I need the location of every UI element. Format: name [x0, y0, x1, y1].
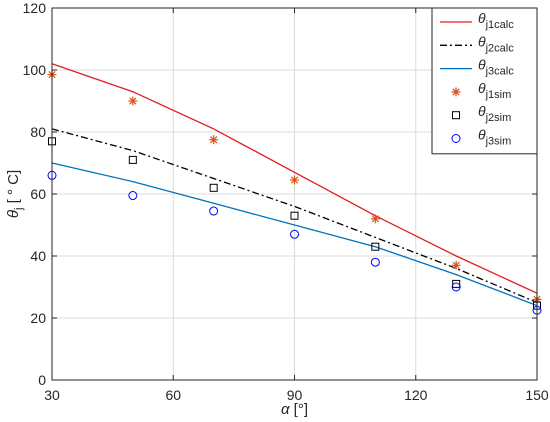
data-point-j3sim [128, 191, 138, 201]
x-tick-label: 150 [525, 387, 549, 403]
y-tick-label: 120 [23, 0, 47, 16]
x-axis-symbol: α [281, 401, 290, 418]
legend-swatch-j1sim [451, 87, 461, 97]
y-tick-label: 40 [30, 248, 46, 264]
y-axis-symbol: θ [5, 210, 22, 218]
data-point-j2sim [128, 155, 137, 164]
y-axis-unit: [ ° C] [5, 170, 22, 208]
y-tick-label: 0 [38, 372, 46, 388]
x-tick-label: 30 [44, 387, 60, 403]
ticks: 30 60 90 120 150 0 20 40 60 80 100 120 [23, 0, 549, 403]
legend-swatch-j3sim [451, 134, 461, 143]
y-tick-label: 100 [23, 62, 47, 78]
legend-box [431, 7, 538, 155]
data-point-j2sim [371, 242, 380, 251]
legend-label-j2sim: θj2sim [478, 103, 511, 124]
data-point-j3sim [290, 229, 299, 239]
x-tick-label: 90 [287, 387, 303, 403]
data-point-j1sim [290, 175, 299, 185]
legend-label-j1sim: θj1sim [478, 80, 511, 101]
legend-label-j3calc: θj3calc [478, 57, 514, 78]
legend-label-j1calc: θj1calc [478, 10, 514, 31]
x-axis-unit: [°] [290, 401, 309, 418]
data-point-j2sim [209, 183, 218, 192]
y-axis-subscript: j [13, 208, 25, 211]
series-line-j1calc [51, 63, 538, 294]
legend-label-j3sim: θj3sim [478, 127, 511, 148]
x-tick-label: 120 [404, 387, 428, 403]
data-point-j2sim [290, 211, 299, 220]
y-tick-label: 80 [30, 124, 46, 140]
data-point-j1sim [128, 96, 138, 106]
data-point-j1sim [451, 260, 461, 270]
data-point-j2sim [452, 279, 461, 288]
data-point-j3sim [451, 282, 461, 292]
data-point-j1sim [370, 214, 380, 224]
data-point-j3sim [370, 257, 380, 267]
y-tick-label: 60 [30, 186, 46, 202]
y-axis-label: θj [ ° C] [5, 170, 25, 218]
series-line-j3calc [51, 162, 538, 307]
legend-swatch-j2sim [452, 111, 460, 120]
data-point-j3sim [209, 206, 219, 216]
x-tick-label: 60 [165, 387, 181, 403]
y-tick-label: 20 [30, 310, 46, 326]
data-point-j1sim [209, 135, 219, 145]
x-axis-label: α [°] [281, 401, 308, 418]
legend-label-j2calc: θj2calc [478, 33, 514, 54]
series-markers-j2sim [48, 137, 541, 310]
